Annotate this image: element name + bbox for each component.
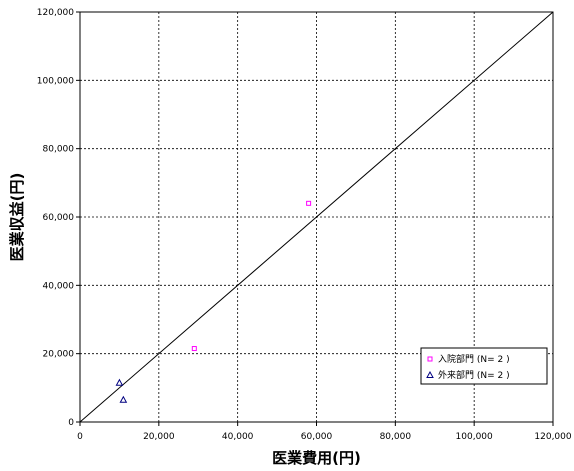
legend-label: 入院部門 (N= 2 ) [438, 353, 510, 365]
y-tick-label: 0 [68, 418, 74, 428]
x-tick-label: 40,000 [222, 432, 254, 442]
x-axis-tick-labels: 0 20,000 40,000 60,000 80,000 100,000 120,000 [77, 422, 572, 442]
x-axis-title: 医業費用(円) [272, 449, 361, 467]
x-tick-label: 20,000 [143, 432, 175, 442]
data-points [115, 200, 312, 403]
legend-triangle-icon [426, 370, 434, 378]
y-tick-label: 20,000 [43, 350, 75, 360]
legend: 入院部門 (N= 2 ) 外来部門 (N= 2 ) [420, 347, 548, 385]
legend-box [420, 347, 548, 385]
triangle-marker [119, 395, 128, 403]
y-tick-label: 120,000 [37, 8, 74, 18]
diagonal-line [79, 11, 554, 423]
y-tick-label: 40,000 [43, 281, 75, 291]
legend-label: 外来部門 (N= 2 ) [438, 369, 510, 381]
y-tick-label: 80,000 [43, 145, 75, 155]
x-tick-label: 0 [77, 432, 83, 442]
triangle-marker [115, 378, 124, 386]
y-tick-label: 60,000 [43, 213, 75, 223]
y-axis-tick-labels: 0 20,000 40,000 60,000 80,000 100,000 120,000 [37, 8, 80, 428]
y-axis-title: 医業収益(円) [8, 173, 26, 262]
reference-line [79, 11, 554, 423]
x-tick-label: 80,000 [380, 432, 412, 442]
x-tick-label: 120,000 [534, 432, 571, 442]
legend-square-icon [427, 356, 433, 362]
x-tick-label: 60,000 [301, 432, 333, 442]
square-marker [191, 346, 197, 352]
x-tick-label: 100,000 [456, 432, 493, 442]
square-marker [306, 200, 312, 206]
y-tick-label: 100,000 [37, 76, 74, 86]
